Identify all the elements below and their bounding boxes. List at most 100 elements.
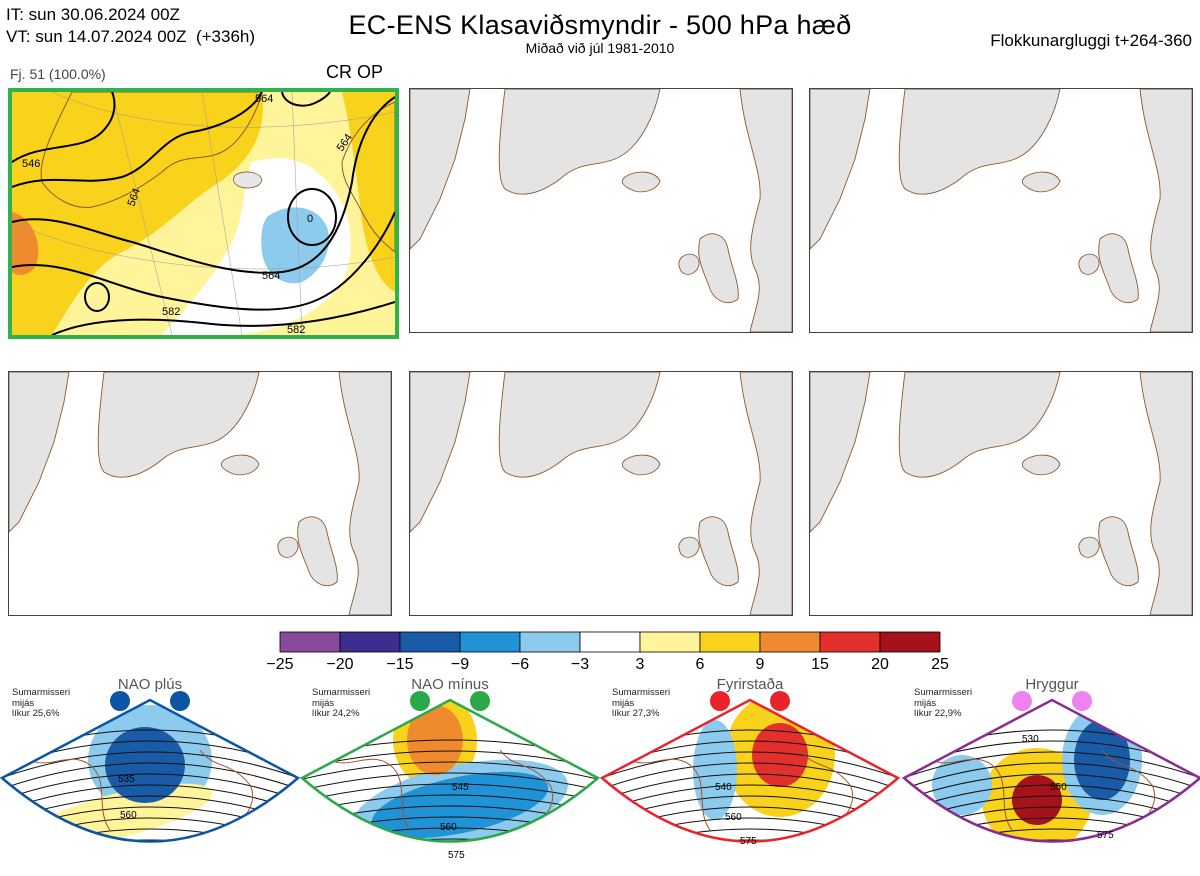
britain-land (698, 233, 739, 303)
contour-label: 575 (740, 836, 757, 847)
cluster-class-diagram: 540 560 575 (599, 690, 901, 871)
colorbar-swatch (579, 631, 641, 653)
colorbar-swatch (879, 631, 941, 653)
main-cluster-map: 546 564 564 564 564 582 582 0 (8, 88, 399, 339)
contour-label: 575 (1097, 830, 1114, 841)
colorbar-swatch (819, 631, 881, 653)
contour-label: 540 (715, 782, 732, 793)
class-marker-dot (410, 691, 430, 711)
contour-label: 560 (725, 812, 742, 823)
greenland (40, 92, 263, 208)
initial-time: IT: sun 30.06.2024 00Z (6, 5, 180, 24)
cold-anomaly-area (261, 207, 330, 284)
empty-cluster-map (8, 371, 392, 616)
cluster-label: Fj. 51 (100.0%) (10, 66, 106, 82)
classification-window: Flokkunargluggi t+264-360 (990, 31, 1192, 50)
iceland-land (621, 454, 661, 476)
canada-land (9, 372, 70, 533)
colorbar-swatch (279, 631, 341, 653)
britain-land (1098, 233, 1139, 303)
colorbar-swatch (519, 631, 581, 653)
empty-cluster-map (809, 371, 1193, 616)
class-name: NAO mínus (411, 676, 489, 693)
colorbar-swatch (639, 631, 701, 653)
contour-label: 535 (118, 774, 135, 785)
colorbar-tick-label: 25 (931, 656, 949, 673)
iceland-land (220, 454, 260, 476)
colorbar-swatch (459, 631, 521, 653)
colorbar-swatch (339, 631, 401, 653)
greenland-land (498, 372, 661, 478)
contour-label: 582 (162, 306, 180, 318)
iceland-land (1021, 454, 1061, 476)
colorbar-swatch (759, 631, 821, 653)
contour-label: 0 (307, 213, 313, 225)
hot-anomaly-spot (12, 212, 39, 275)
class-probability-note: Sumarmisseri mijás líkur 22,9% (914, 687, 973, 719)
empty-cluster-map (809, 88, 1193, 333)
class-probability-note: Sumarmisseri mijás líkur 27,3% (612, 687, 671, 719)
chart-title: EC-ENS Klasaviðsmyndir - 500 hPa hæð (348, 10, 852, 40)
strong-warm-anomaly-area (12, 92, 263, 335)
colorbar-tick-label: −25 (266, 656, 294, 673)
britain-land (698, 516, 739, 586)
iceland-land (1021, 171, 1061, 193)
class-marker-dot (770, 691, 790, 711)
class-name: Fyrirstaða (716, 676, 784, 693)
colorbar-tick-label: −6 (510, 656, 530, 673)
colorbar-tick-label: −15 (386, 656, 414, 673)
empty-cluster-map (409, 371, 793, 616)
colorbar-swatch (399, 631, 461, 653)
contour-label: 564 (126, 187, 144, 208)
europe-land (739, 89, 792, 332)
cluster-tag: CR OP (326, 62, 384, 82)
colorbar-tick-label: −3 (570, 656, 590, 673)
class-marker-dot (470, 691, 490, 711)
greenland-land (898, 372, 1061, 478)
ireland-land (1078, 536, 1100, 558)
europe-land (1139, 372, 1192, 615)
class-marker-dot (110, 691, 130, 711)
class-marker-dot (170, 691, 190, 711)
colorbar-tick-label: 9 (755, 656, 765, 673)
europe-land (1139, 89, 1192, 332)
canada-land (810, 372, 871, 533)
contour-label: 560 (120, 810, 137, 821)
contour-label: 575 (448, 850, 465, 861)
colorbar-tick-label: 15 (811, 656, 829, 673)
greenland-land (97, 372, 260, 478)
ireland-land (277, 536, 299, 558)
class-probability-note: Sumarmisseri mijás líkur 25,6% (12, 687, 71, 719)
contour-label: 582 (287, 324, 305, 335)
iceland-land (621, 171, 661, 193)
europe-land (739, 372, 792, 615)
britain-land (297, 516, 338, 586)
cluster-class-diagram: 535 560 (0, 690, 301, 871)
greenland-land (898, 89, 1061, 195)
class-marker-dot (1012, 691, 1032, 711)
colorbar-tick-label: −20 (326, 656, 354, 673)
contour-label: 545 (452, 782, 469, 793)
iceland (232, 171, 263, 189)
cluster-class-diagram: 545 560 575 (299, 690, 601, 871)
empty-cluster-map (409, 88, 793, 333)
europe-land (338, 372, 391, 615)
contour-label: 560 (440, 822, 457, 833)
class-name: Hryggur (1025, 676, 1079, 693)
ireland-land (678, 536, 700, 558)
contour-label: 564 (255, 93, 273, 105)
neutral-area (162, 158, 351, 335)
britain-land (1098, 516, 1139, 586)
contour-label: 546 (22, 158, 40, 170)
canada-land (410, 89, 471, 250)
colorbar-tick-label: 6 (695, 656, 705, 673)
canada-land (810, 89, 871, 250)
ireland-land (1078, 253, 1100, 275)
valid-time: VT: sun 14.07.2024 00Z (+336h) (6, 27, 256, 46)
ireland-land (678, 253, 700, 275)
class-name: NAO plús (117, 676, 183, 693)
canada-land (410, 372, 471, 533)
cluster-class-diagram: 530 550 575 (901, 690, 1200, 871)
colorbar (279, 631, 941, 653)
class-marker-dot (710, 691, 730, 711)
